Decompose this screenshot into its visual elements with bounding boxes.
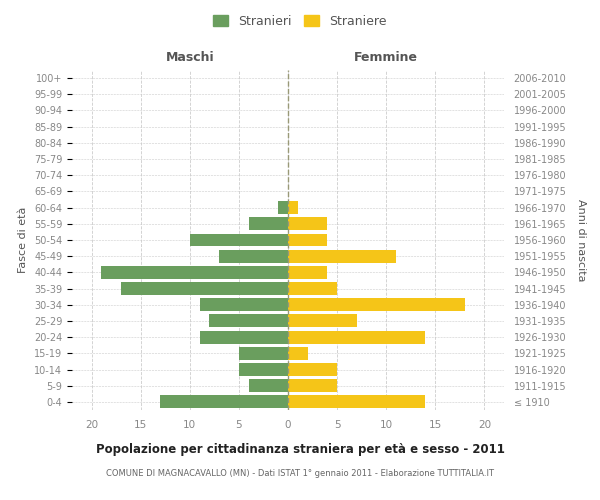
Bar [121, 282, 288, 295]
Text: COMUNE DI MAGNACAVALLO (MN) - Dati ISTAT 1° gennaio 2011 - Elaborazione TUTTITAL: COMUNE DI MAGNACAVALLO (MN) - Dati ISTAT… [106, 468, 494, 477]
Bar [288, 218, 327, 230]
Bar [101, 266, 288, 279]
Bar [288, 314, 357, 328]
Bar [160, 396, 288, 408]
Bar [239, 363, 288, 376]
Legend: Stranieri, Straniere: Stranieri, Straniere [209, 11, 391, 32]
Text: Maschi: Maschi [166, 50, 214, 64]
Bar [288, 330, 425, 344]
Y-axis label: Anni di nascita: Anni di nascita [576, 198, 586, 281]
Bar [209, 314, 288, 328]
Bar [249, 218, 288, 230]
Bar [288, 396, 425, 408]
Bar [288, 266, 327, 279]
Bar [288, 282, 337, 295]
Bar [288, 298, 465, 311]
Y-axis label: Fasce di età: Fasce di età [19, 207, 28, 273]
Bar [288, 250, 396, 262]
Bar [288, 234, 327, 246]
Bar [200, 298, 288, 311]
Bar [219, 250, 288, 262]
Bar [288, 201, 298, 214]
Bar [190, 234, 288, 246]
Bar [288, 347, 308, 360]
Bar [288, 363, 337, 376]
Text: Popolazione per cittadinanza straniera per età e sesso - 2011: Popolazione per cittadinanza straniera p… [95, 442, 505, 456]
Bar [278, 201, 288, 214]
Text: Femmine: Femmine [354, 50, 418, 64]
Bar [200, 330, 288, 344]
Bar [249, 379, 288, 392]
Bar [239, 347, 288, 360]
Bar [288, 379, 337, 392]
